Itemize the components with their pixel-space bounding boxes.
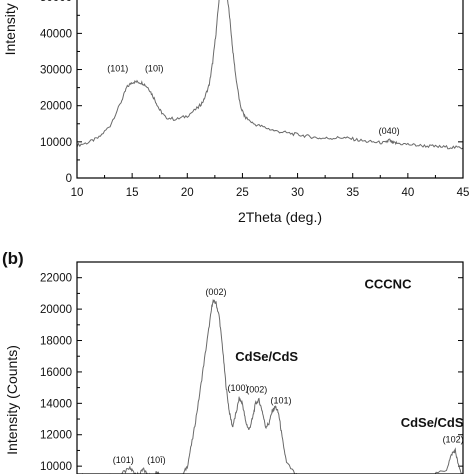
b-peak-annotation: (002) [205,287,226,297]
b-peak-annotation: (100) [228,383,249,393]
a-x-tick-label: 15 [126,187,139,199]
b-peak-annotation: (102) [443,435,464,445]
b-phase-label: CdSe/CdS [235,349,298,364]
a-peak-annotation: (10ī) [145,63,164,73]
a-x-tick-label: 40 [401,187,414,199]
panel-a-annotations: (101) (10ī) (040) [107,63,399,136]
panel-b-labels: CCCNC CdSe/CdS CdSe/CdS [235,277,464,430]
b-y-tick-label: 22000 [40,273,72,285]
panel-b-annotations: (002)(100)(002)(101)(101) (10ī)(102) [113,287,464,465]
panel-b-y-axis-title: Intensity (Counts) [4,345,20,455]
a-y-tick-label: 30000 [40,65,72,77]
b-peak-annotation: (101) [113,455,134,465]
b-phase-label: CdSe/CdS [401,415,464,430]
panel-a-y-axis-title: Intensity (C [2,0,18,55]
panel-a-x-axis-title: 2Theta (deg.) [238,209,322,225]
panel-b-label: (b) [2,249,24,268]
b-phase-label: CCCNC [365,277,413,292]
panel-b-ticks [77,277,463,467]
a-peak-annotation: (101) [107,63,128,73]
a-y-tick-label: 0 [66,173,72,185]
b-peak-annotation: (002) [246,384,267,394]
a-y-tick-label: 20000 [40,101,72,113]
b-y-tick-label: 18000 [40,336,72,348]
panel-b-chart: (b) 10000120001400016000180002000022000 … [2,249,464,474]
a-x-tick-label: 30 [291,187,304,199]
a-x-tick-label: 10 [71,187,84,199]
b-y-tick-label: 12000 [40,430,72,442]
panel-a-series-line [77,0,463,150]
a-x-tick-label: 20 [181,187,194,199]
a-y-tick-label: 10000 [40,137,72,149]
panel-b-series-line [81,298,463,474]
a-peak-annotation: (040) [379,126,400,136]
a-y-tick-label: 40000 [40,28,72,40]
b-y-tick-label: 14000 [40,398,72,410]
b-peak-annotation: (10ī) [147,455,166,465]
a-x-tick-label: 25 [236,187,249,199]
b-y-tick-label: 10000 [40,461,72,473]
a-x-tick-label: 35 [346,187,359,199]
panel-b-plot-frame [76,261,464,474]
panel-a-ticks [76,14,464,179]
b-peak-annotation: (101) [271,395,292,405]
panel-b-y-tick-labels: 10000 12000 14000 16000 18000 20000 22000 [40,273,72,473]
b-y-tick-label: 16000 [40,367,72,379]
panel-a-y-tick-labels: 0 10000 20000 30000 40000 50000 [40,0,72,185]
a-y-tick-label: 50000 [40,0,72,4]
panel-a-plot-frame [76,0,464,179]
b-y-tick-label: 20000 [40,304,72,316]
a-x-tick-label: 45 [457,187,470,199]
panel-a-x-tick-labels: 10 15 20 25 30 35 40 45 [71,187,470,199]
panel-a-chart: 10 15 20 25 30 35 40 45 0 10000 20000 30000 40000 50… [2,0,469,225]
